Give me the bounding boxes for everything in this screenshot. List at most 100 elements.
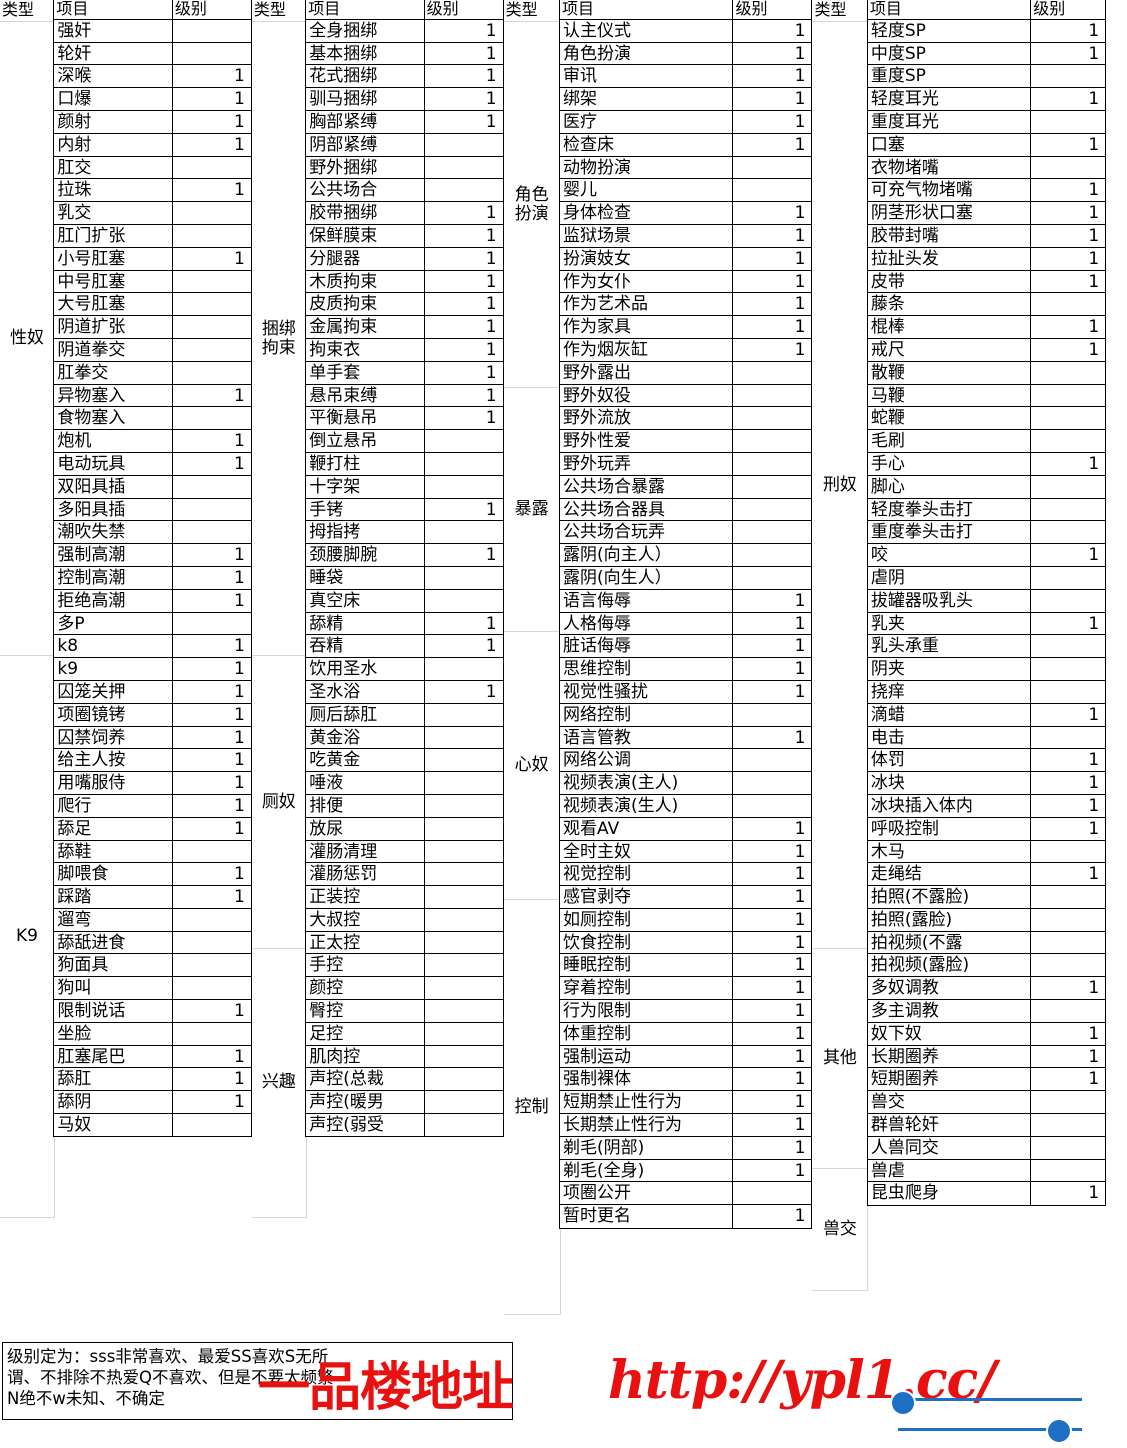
table-row[interactable]: 戒尺 1 (866, 337, 1107, 363)
item-cell[interactable]: 兽虐 (866, 1158, 1032, 1184)
table-row[interactable]: 脚喂食 1 (53, 862, 252, 887)
level-cell[interactable]: 1 (732, 862, 813, 887)
category-label[interactable]: 暴露 (503, 388, 561, 632)
level-cell[interactable]: 1 (171, 657, 252, 682)
item-cell[interactable]: 拔罐器吸乳头 (866, 588, 1032, 614)
table-row[interactable]: 木质拘束 1 (305, 269, 504, 294)
item-cell[interactable]: 拒绝高潮 (53, 588, 174, 614)
table-row[interactable]: 野外捆绑 (305, 155, 504, 180)
table-row[interactable]: 灌肠惩罚 (305, 862, 504, 887)
level-cell[interactable] (423, 565, 504, 591)
table-row[interactable]: 内射 1 (53, 132, 252, 158)
item-cell[interactable]: 强制裸体 (559, 1067, 735, 1092)
item-cell[interactable]: 大号肛塞 (53, 292, 174, 317)
item-cell[interactable]: 双阳具插 (53, 474, 174, 500)
level-cell[interactable] (423, 178, 504, 203)
item-cell[interactable]: 乳头承重 (866, 634, 1032, 659)
level-cell[interactable]: 1 (732, 907, 813, 933)
table-row[interactable]: 感官剥夺 1 (559, 885, 813, 910)
level-cell[interactable] (1030, 1113, 1107, 1138)
table-row[interactable]: 皮带 1 (866, 269, 1107, 294)
item-cell[interactable]: 扮演妓女 (559, 246, 735, 272)
item-cell[interactable]: 阴茎形状口塞 (866, 201, 1032, 226)
table-row[interactable]: 食物塞入 (53, 406, 252, 431)
item-cell[interactable]: 拘束衣 (305, 337, 426, 363)
level-cell[interactable] (1030, 110, 1107, 135)
table-row[interactable]: 视频表演(主人) (559, 771, 813, 796)
table-row[interactable]: 重度耳光 (866, 110, 1107, 135)
level-cell[interactable] (423, 885, 504, 910)
level-cell[interactable] (423, 793, 504, 819)
table-row[interactable]: 项圈公开 (559, 1181, 813, 1206)
table-row[interactable]: 冰块插入体内 1 (866, 793, 1107, 819)
item-cell[interactable]: 十字架 (305, 474, 426, 500)
level-cell[interactable] (171, 292, 252, 317)
item-cell[interactable]: 排便 (305, 793, 426, 819)
level-cell[interactable] (1030, 634, 1107, 659)
item-cell[interactable]: 睡袋 (305, 565, 426, 591)
table-row[interactable]: 悬吊束缚 1 (305, 383, 504, 408)
item-cell[interactable]: 拍视频(不露 (866, 930, 1032, 956)
item-cell[interactable]: 舔阴 (53, 1090, 174, 1115)
table-row[interactable]: 检查床 1 (559, 132, 813, 158)
level-cell[interactable]: 1 (171, 999, 252, 1024)
level-cell[interactable] (423, 1044, 504, 1070)
level-cell[interactable] (423, 155, 504, 180)
table-row[interactable]: 厕后舔肛 (305, 702, 504, 728)
level-cell[interactable] (732, 383, 813, 408)
level-cell[interactable] (171, 520, 252, 545)
item-cell[interactable]: 剃毛(全身) (559, 1158, 735, 1184)
category-label[interactable]: 心奴 (503, 632, 561, 901)
level-cell[interactable] (423, 657, 504, 682)
item-cell[interactable]: 剃毛(阴部) (559, 1135, 735, 1161)
category-label[interactable]: 捆绑 拘束 (251, 22, 307, 657)
item-cell[interactable]: 皮带 (866, 269, 1032, 294)
table-row[interactable]: 兽虐 (866, 1158, 1107, 1184)
table-row[interactable]: 多阳具插 (53, 497, 252, 522)
level-cell[interactable] (423, 999, 504, 1024)
level-cell[interactable]: 1 (1030, 132, 1107, 158)
table-row[interactable]: 炮机 1 (53, 429, 252, 454)
item-cell[interactable]: 阴夹 (866, 657, 1032, 682)
table-row[interactable]: 舔鞋 (53, 839, 252, 864)
item-cell[interactable]: 兽交 (866, 1090, 1032, 1115)
level-cell[interactable] (423, 976, 504, 1001)
item-cell[interactable]: 给主人按 (53, 748, 174, 773)
level-cell[interactable] (732, 178, 813, 203)
item-cell[interactable]: 手心 (866, 451, 1032, 477)
level-cell[interactable] (423, 725, 504, 750)
level-cell[interactable]: 1 (171, 1090, 252, 1115)
table-row[interactable]: 作为艺术品 1 (559, 292, 813, 317)
level-cell[interactable]: 1 (732, 930, 813, 956)
item-cell[interactable]: 感官剥夺 (559, 885, 735, 910)
table-row[interactable]: 穿着控制 1 (559, 976, 813, 1001)
table-row[interactable]: 双阳具插 (53, 474, 252, 500)
item-cell[interactable]: 长期禁止性行为 (559, 1113, 735, 1138)
level-cell[interactable]: 1 (732, 292, 813, 317)
level-cell[interactable] (1030, 885, 1107, 910)
table-row[interactable]: 公共场合暴露 (559, 474, 813, 500)
item-cell[interactable]: 婴儿 (559, 178, 735, 203)
item-cell[interactable]: 棍棒 (866, 315, 1032, 340)
level-cell[interactable] (171, 497, 252, 522)
level-cell[interactable]: 1 (423, 679, 504, 705)
table-row[interactable]: 舔舐进食 (53, 930, 252, 956)
table-row[interactable]: 阴夹 (866, 657, 1107, 682)
level-cell[interactable]: 1 (171, 816, 252, 842)
item-cell[interactable]: 声控(总裁 (305, 1067, 426, 1092)
level-cell[interactable] (171, 201, 252, 226)
level-cell[interactable] (732, 702, 813, 728)
table-row[interactable]: 拒绝高潮 1 (53, 588, 252, 614)
table-row[interactable]: 视觉性骚扰 1 (559, 679, 813, 705)
table-row[interactable]: 剃毛(全身) 1 (559, 1158, 813, 1184)
level-cell[interactable]: 1 (1030, 862, 1107, 887)
item-cell[interactable]: 野外流放 (559, 406, 735, 431)
table-row[interactable]: 轻度拳头击打 (866, 497, 1107, 522)
item-cell[interactable]: 重度SP (866, 64, 1032, 89)
level-cell[interactable]: 1 (1030, 543, 1107, 568)
table-row[interactable]: 囚笼关押 1 (53, 679, 252, 705)
level-cell[interactable] (1030, 907, 1107, 933)
table-row[interactable]: 网络公调 (559, 748, 813, 773)
table-row[interactable]: 强奸 (53, 18, 252, 44)
item-cell[interactable]: 呼吸控制 (866, 816, 1032, 842)
